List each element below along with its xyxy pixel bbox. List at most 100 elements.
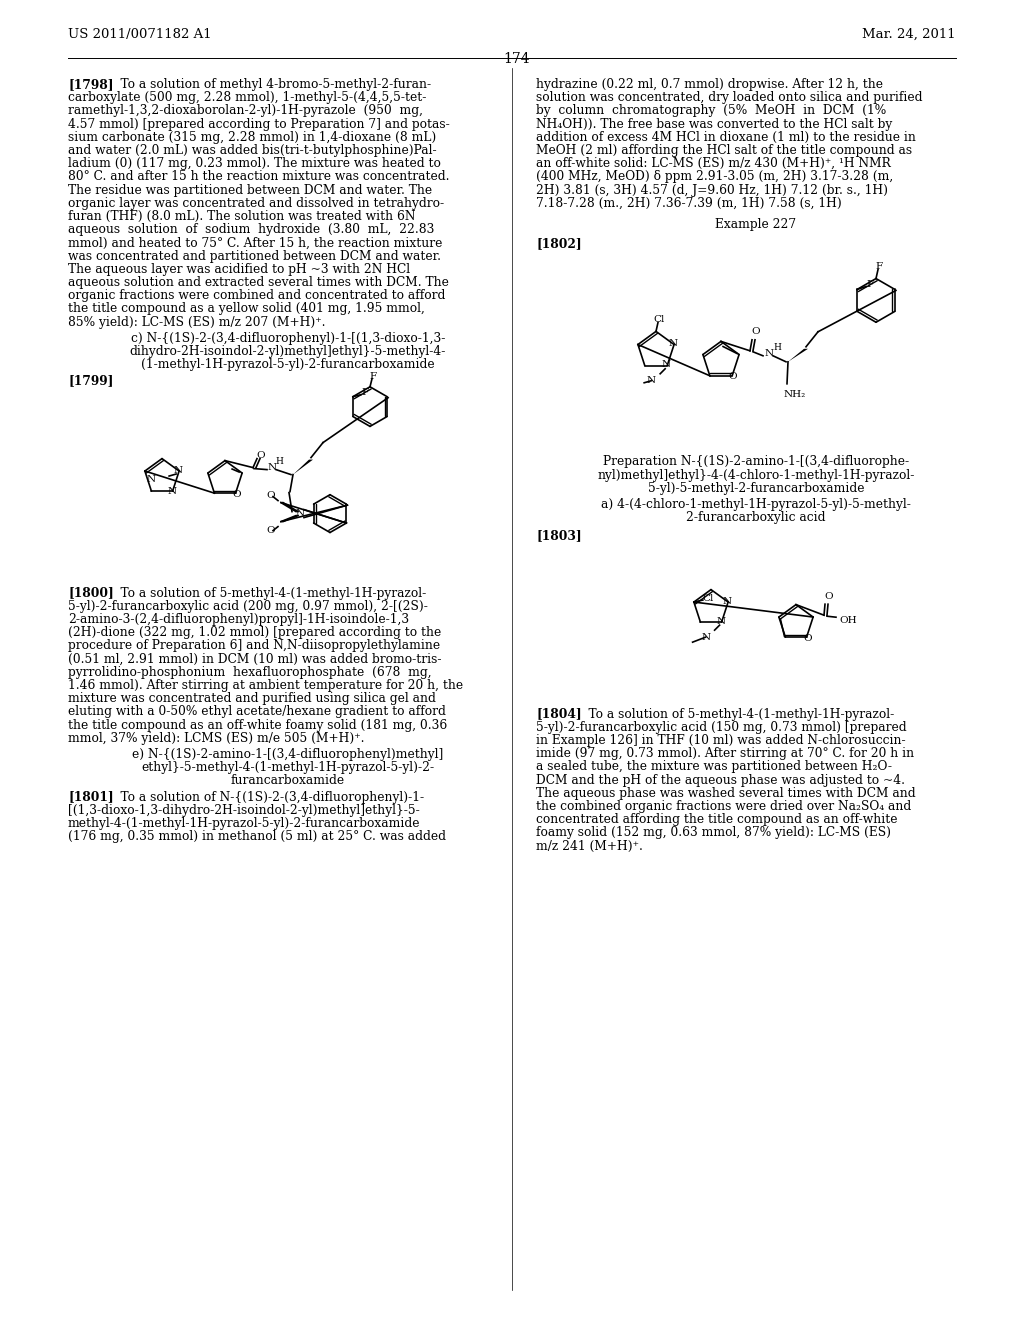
Text: the combined organic fractions were dried over Na₂SO₄ and: the combined organic fractions were drie… — [536, 800, 911, 813]
Text: 2-furancarboxylic acid: 2-furancarboxylic acid — [686, 511, 825, 524]
Text: MeOH (2 ml) affording the HCl salt of the title compound as: MeOH (2 ml) affording the HCl salt of th… — [536, 144, 912, 157]
Text: concentrated affording the title compound as an off-white: concentrated affording the title compoun… — [536, 813, 897, 826]
Text: [1800]: [1800] — [68, 586, 114, 599]
Text: N: N — [646, 376, 655, 385]
Text: (0.51 ml, 2.91 mmol) in DCM (10 ml) was added bromo-tris-: (0.51 ml, 2.91 mmol) in DCM (10 ml) was … — [68, 652, 441, 665]
Text: To a solution of N-{(1S)-2-(3,4-difluorophenyl)-1-: To a solution of N-{(1S)-2-(3,4-difluoro… — [105, 791, 424, 804]
Text: hydrazine (0.22 ml, 0.7 mmol) dropwise. After 12 h, the: hydrazine (0.22 ml, 0.7 mmol) dropwise. … — [536, 78, 883, 91]
Text: a) 4-(4-chloro-1-methyl-1H-pyrazol-5-yl)-5-methyl-: a) 4-(4-chloro-1-methyl-1H-pyrazol-5-yl)… — [601, 498, 911, 511]
Text: 2-amino-3-(2,4-difluorophenyl)propyl]-1H-isoindole-1,3: 2-amino-3-(2,4-difluorophenyl)propyl]-1H… — [68, 612, 410, 626]
Text: N: N — [173, 466, 182, 474]
Text: imide (97 mg, 0.73 mmol). After stirring at 70° C. for 20 h in: imide (97 mg, 0.73 mmol). After stirring… — [536, 747, 914, 760]
Text: O: O — [752, 327, 760, 337]
Text: nyl)methyl]ethyl}-4-(4-chloro-1-methyl-1H-pyrazol-: nyl)methyl]ethyl}-4-(4-chloro-1-methyl-1… — [597, 469, 914, 482]
Text: The residue was partitioned between DCM and water. The: The residue was partitioned between DCM … — [68, 183, 432, 197]
Text: aqueous  solution  of  sodium  hydroxide  (3.80  mL,  22.83: aqueous solution of sodium hydroxide (3.… — [68, 223, 434, 236]
Text: an off-white solid: LC-MS (ES) m/z 430 (M+H)⁺, ¹H NMR: an off-white solid: LC-MS (ES) m/z 430 (… — [536, 157, 891, 170]
Text: Cl: Cl — [653, 315, 665, 323]
Text: N: N — [765, 350, 773, 358]
Text: N: N — [669, 339, 678, 348]
Text: N: N — [701, 632, 710, 642]
Text: N: N — [146, 474, 156, 483]
Text: Example 227: Example 227 — [716, 218, 797, 231]
Text: H: H — [275, 457, 283, 466]
Text: Preparation N-{(1S)-2-amino-1-[(3,4-difluorophe-: Preparation N-{(1S)-2-amino-1-[(3,4-difl… — [603, 455, 909, 469]
Text: 80° C. and after 15 h the reaction mixture was concentrated.: 80° C. and after 15 h the reaction mixtu… — [68, 170, 450, 183]
Text: O: O — [232, 490, 241, 499]
Polygon shape — [293, 459, 313, 475]
Text: H: H — [773, 343, 781, 352]
Text: aqueous solution and extracted several times with DCM. The: aqueous solution and extracted several t… — [68, 276, 449, 289]
Text: by  column  chromatography  (5%  MeOH  in  DCM  (1%: by column chromatography (5% MeOH in DCM… — [536, 104, 886, 117]
Text: [1801]: [1801] — [68, 791, 114, 804]
Text: NH₂: NH₂ — [784, 391, 806, 399]
Text: e) N-{(1S)-2-amino-1-[(3,4-difluorophenyl)methyl]: e) N-{(1S)-2-amino-1-[(3,4-difluoropheny… — [132, 748, 443, 762]
Text: (1-methyl-1H-pyrazol-5-yl)-2-furancarboxamide: (1-methyl-1H-pyrazol-5-yl)-2-furancarbox… — [141, 358, 435, 371]
Text: in Example 126] in THF (10 ml) was added N-chlorosuccin-: in Example 126] in THF (10 ml) was added… — [536, 734, 905, 747]
Text: 7.18-7.28 (m., 2H) 7.36-7.39 (m, 1H) 7.58 (s, 1H): 7.18-7.28 (m., 2H) 7.36-7.39 (m, 1H) 7.5… — [536, 197, 842, 210]
Text: 4.57 mmol) [prepared according to Preparation 7] and potas-: 4.57 mmol) [prepared according to Prepar… — [68, 117, 450, 131]
Text: N: N — [167, 487, 176, 496]
Text: (2H)-dione (322 mg, 1.02 mmol) [prepared according to the: (2H)-dione (322 mg, 1.02 mmol) [prepared… — [68, 626, 441, 639]
Text: (400 MHz, MeOD) δ ppm 2.91-3.05 (m, 2H) 3.17-3.28 (m,: (400 MHz, MeOD) δ ppm 2.91-3.05 (m, 2H) … — [536, 170, 893, 183]
Text: procedure of Preparation 6] and N,N-diisopropylethylamine: procedure of Preparation 6] and N,N-diis… — [68, 639, 440, 652]
Text: mmol, 37% yield): LCMS (ES) m/e 505 (M+H)⁺.: mmol, 37% yield): LCMS (ES) m/e 505 (M+H… — [68, 731, 365, 744]
Text: ramethyl-1,3,2-dioxaborolan-2-yl)-1H-pyrazole  (950  mg,: ramethyl-1,3,2-dioxaborolan-2-yl)-1H-pyr… — [68, 104, 423, 117]
Text: ladium (0) (117 mg, 0.23 mmol). The mixture was heated to: ladium (0) (117 mg, 0.23 mmol). The mixt… — [68, 157, 441, 170]
Text: solution was concentrated, dry loaded onto silica and purified: solution was concentrated, dry loaded on… — [536, 91, 923, 104]
Text: [1802]: [1802] — [536, 238, 582, 251]
Text: pyrrolidino-phosphonium  hexafluorophosphate  (678  mg,: pyrrolidino-phosphonium hexafluorophosph… — [68, 665, 432, 678]
Text: To a solution of methyl 4-bromo-5-methyl-2-furan-: To a solution of methyl 4-bromo-5-methyl… — [105, 78, 431, 91]
Text: [1798]: [1798] — [68, 78, 114, 91]
Text: O: O — [803, 634, 812, 643]
Text: mmol) and heated to 75° C. After 15 h, the reaction mixture: mmol) and heated to 75° C. After 15 h, t… — [68, 236, 442, 249]
Text: F: F — [370, 372, 377, 381]
Text: F: F — [866, 280, 873, 289]
Text: To a solution of 5-methyl-4-(1-methyl-1H-pyrazol-: To a solution of 5-methyl-4-(1-methyl-1H… — [105, 586, 426, 599]
Text: To a solution of 5-methyl-4-(1-methyl-1H-pyrazol-: To a solution of 5-methyl-4-(1-methyl-1H… — [573, 708, 894, 721]
Text: [1803]: [1803] — [536, 529, 582, 543]
Text: N: N — [662, 360, 671, 370]
Text: furan (THF) (8.0 mL). The solution was treated with 6N: furan (THF) (8.0 mL). The solution was t… — [68, 210, 416, 223]
Text: O: O — [266, 491, 275, 500]
Text: 1.46 mmol). After stirring at ambient temperature for 20 h, the: 1.46 mmol). After stirring at ambient te… — [68, 678, 463, 692]
Text: 174: 174 — [504, 51, 530, 66]
Text: [1799]: [1799] — [68, 375, 114, 387]
Text: m/z 241 (M+H)⁺.: m/z 241 (M+H)⁺. — [536, 840, 643, 853]
Text: 5-yl)-5-methyl-2-furancarboxamide: 5-yl)-5-methyl-2-furancarboxamide — [648, 482, 864, 495]
Text: was concentrated and partitioned between DCM and water.: was concentrated and partitioned between… — [68, 249, 441, 263]
Text: the title compound as a yellow solid (401 mg, 1.95 mmol,: the title compound as a yellow solid (40… — [68, 302, 425, 315]
Text: dihydro-2H-isoindol-2-yl)methyl]ethyl}-5-methyl-4-: dihydro-2H-isoindol-2-yl)methyl]ethyl}-5… — [130, 345, 446, 358]
Text: Mar. 24, 2011: Mar. 24, 2011 — [862, 28, 956, 41]
Text: O: O — [824, 591, 834, 601]
Text: 2H) 3.81 (s, 3H) 4.57 (d, J=9.60 Hz, 1H) 7.12 (br. s., 1H): 2H) 3.81 (s, 3H) 4.57 (d, J=9.60 Hz, 1H)… — [536, 183, 888, 197]
Text: F: F — [361, 388, 369, 397]
Text: methyl-4-(1-methyl-1H-pyrazol-5-yl)-2-furancarboxamide: methyl-4-(1-methyl-1H-pyrazol-5-yl)-2-fu… — [68, 817, 421, 830]
Text: organic layer was concentrated and dissolved in tetrahydro-: organic layer was concentrated and disso… — [68, 197, 444, 210]
Text: addition of excess 4M HCl in dioxane (1 ml) to the residue in: addition of excess 4M HCl in dioxane (1 … — [536, 131, 915, 144]
Text: Cl: Cl — [702, 594, 714, 602]
Text: 5-yl)-2-furancarboxylic acid (200 mg, 0.97 mmol), 2-[(2S)-: 5-yl)-2-furancarboxylic acid (200 mg, 0.… — [68, 599, 428, 612]
Text: carboxylate (500 mg, 2.28 mmol), 1-methyl-5-(4,4,5,5-tet-: carboxylate (500 mg, 2.28 mmol), 1-methy… — [68, 91, 426, 104]
Polygon shape — [788, 348, 808, 362]
Text: 85% yield): LC-MS (ES) m/z 207 (M+H)⁺.: 85% yield): LC-MS (ES) m/z 207 (M+H)⁺. — [68, 315, 326, 329]
Text: OH: OH — [840, 615, 857, 624]
Text: The aqueous phase was washed several times with DCM and: The aqueous phase was washed several tim… — [536, 787, 915, 800]
Text: [1804]: [1804] — [536, 708, 582, 721]
Text: NH₄OH)). The free base was converted to the HCl salt by: NH₄OH)). The free base was converted to … — [536, 117, 892, 131]
Text: O: O — [257, 451, 265, 461]
Text: [(1,3-dioxo-1,3-dihydro-2H-isoindol-2-yl)methyl]ethyl}-5-: [(1,3-dioxo-1,3-dihydro-2H-isoindol-2-yl… — [68, 804, 420, 817]
Text: N: N — [267, 463, 276, 473]
Text: eluting with a 0-50% ethyl acetate/hexane gradient to afford: eluting with a 0-50% ethyl acetate/hexan… — [68, 705, 445, 718]
Text: N: N — [296, 510, 304, 517]
Text: F: F — [876, 263, 883, 271]
Text: (176 mg, 0.35 mmol) in methanol (5 ml) at 25° C. was added: (176 mg, 0.35 mmol) in methanol (5 ml) a… — [68, 830, 446, 843]
Text: mixture was concentrated and purified using silica gel and: mixture was concentrated and purified us… — [68, 692, 436, 705]
Text: O: O — [266, 527, 275, 535]
Text: O: O — [729, 372, 737, 381]
Text: ethyl}-5-methyl-4-(1-methyl-1H-pyrazol-5-yl)-2-: ethyl}-5-methyl-4-(1-methyl-1H-pyrazol-5… — [141, 762, 434, 775]
Text: furancarboxamide: furancarboxamide — [231, 775, 345, 788]
Text: and water (2.0 mL) was added bis(tri-t-butylphosphine)Pal-: and water (2.0 mL) was added bis(tri-t-b… — [68, 144, 436, 157]
Text: US 2011/0071182 A1: US 2011/0071182 A1 — [68, 28, 212, 41]
Text: 5-yl)-2-furancarboxylic acid (150 mg, 0.73 mmol) [prepared: 5-yl)-2-furancarboxylic acid (150 mg, 0.… — [536, 721, 906, 734]
